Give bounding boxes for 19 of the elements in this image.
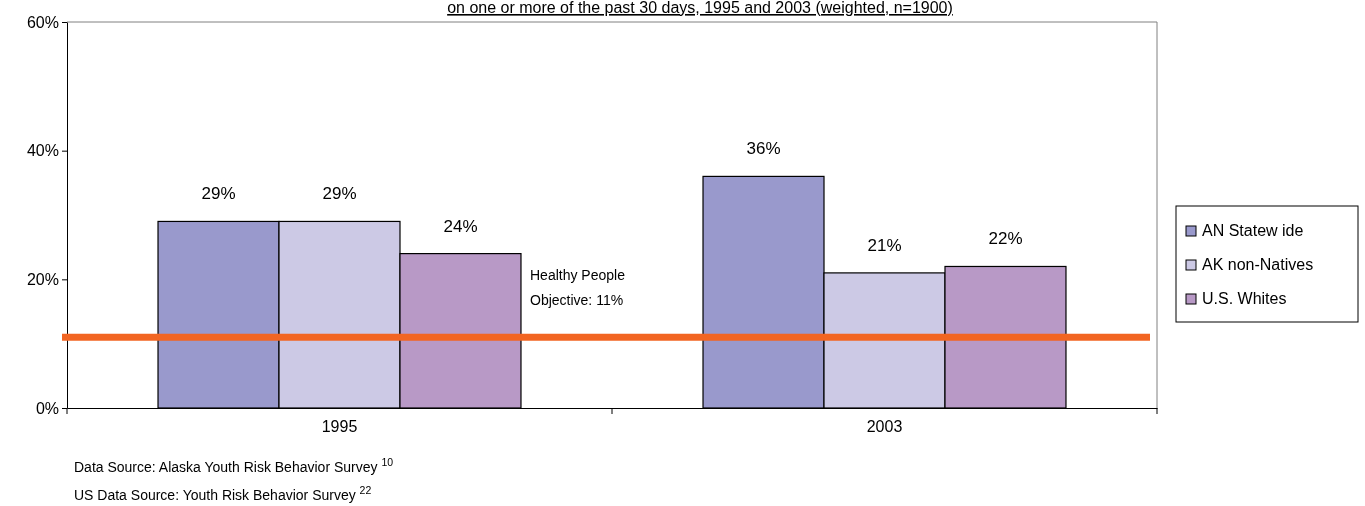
legend-label: U.S. Whites — [1202, 290, 1287, 307]
chart-title: on one or more of the past 30 days, 1995 and 2003 (weighted, n=1900) — [447, 0, 953, 16]
y-tick-label: 0% — [35, 399, 59, 417]
y-tick-label: 40% — [26, 142, 59, 160]
y-tick-label: 60% — [26, 13, 59, 31]
text: US Data Source: Youth Risk Behavior Survey $^{22}$ — [74, 484, 372, 503]
legend-label: AN Statew ide — [1202, 222, 1304, 239]
legend-label: AK non-Natives — [1202, 256, 1314, 273]
source-note: Data Source: Alaska Youth Risk Behavior Survey $^{10}$ — [74, 456, 394, 475]
data-label: 29% — [201, 184, 236, 204]
x-tick-label: 2003 — [866, 417, 903, 435]
ref-line-label: Healthy People Objective: 11% — [530, 267, 626, 308]
y-tick-label: 20% — [26, 270, 59, 288]
data-label: 24% — [443, 216, 478, 236]
data-label: 29% — [322, 184, 357, 204]
data-label: 22% — [988, 229, 1023, 249]
x-tick-label: 1995 — [321, 417, 358, 435]
data-label: 21% — [867, 235, 902, 255]
data-label: 36% — [746, 139, 781, 159]
